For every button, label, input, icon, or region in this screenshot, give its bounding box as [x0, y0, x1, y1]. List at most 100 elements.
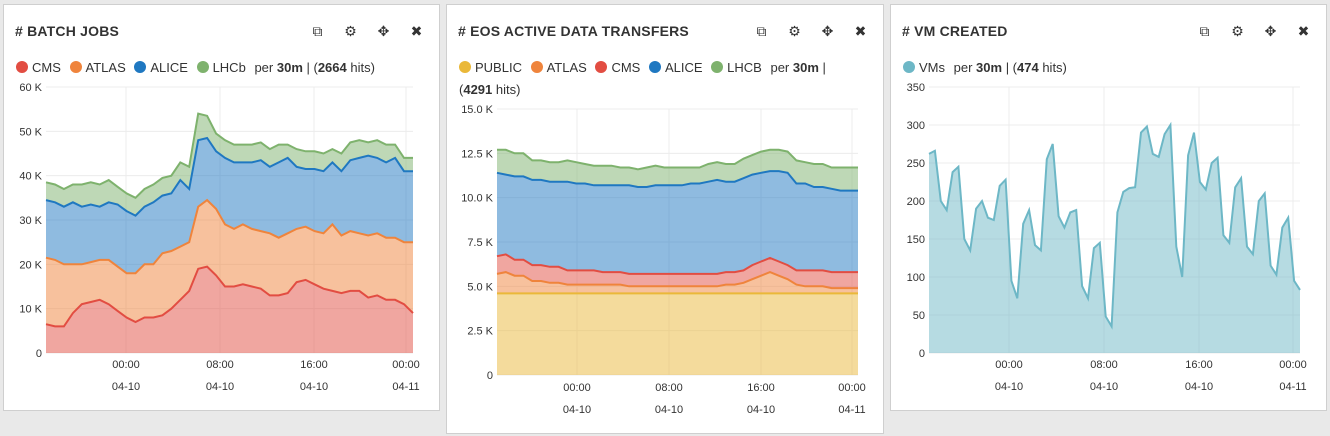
x-tick-time: 08:00 [655, 382, 683, 394]
x-tick-date: 04-10 [206, 381, 234, 393]
vm-created-panel: # VM CREATED ⧉ ⚙ ✥ ✖ VMs per 30m | (474 … [890, 4, 1327, 411]
legend-dot [16, 61, 28, 73]
move-icon[interactable]: ✥ [1264, 23, 1277, 39]
legend-item-atlas[interactable]: ATLAS [69, 57, 126, 79]
x-tick-time: 00:00 [112, 359, 140, 371]
x-tick-date: 04-10 [112, 381, 140, 393]
x-tick-date: 04-10 [1185, 381, 1213, 393]
copy-icon[interactable]: ⧉ [312, 23, 323, 39]
x-tick-time: 00:00 [392, 359, 420, 371]
series-area-atlas [497, 272, 858, 294]
y-tick-label: 0 [919, 348, 925, 360]
y-tick-label: 150 [907, 234, 925, 246]
series-line-lhcb [45, 112, 413, 200]
series-line-lhcb [497, 148, 858, 171]
panel-title: # BATCH JOBS [15, 23, 120, 39]
y-tick-label: 20 K [19, 259, 42, 271]
series-line-atlas [496, 271, 858, 290]
interval-info: per 30m | (4291 hits) [459, 60, 826, 97]
batch-jobs-chart: 0 10 K 20 K 30 K 40 K 50 K 60 K 00:00 04-10 08:00… [19, 82, 420, 393]
legend-item-atlas[interactable]: ATLAS [530, 57, 587, 79]
chart-legend: PUBLIC ATLAS CMS ALICE LHCB per 30m | (42… [459, 57, 863, 101]
series-area-lhcb [46, 113, 413, 216]
series-area-cms [497, 254, 858, 289]
gear-icon[interactable]: ⚙ [788, 23, 801, 39]
legend-item-cms[interactable]: CMS [16, 57, 61, 79]
gear-icon[interactable]: ⚙ [1231, 23, 1244, 39]
legend-dot [530, 61, 543, 73]
x-tick-time: 00:00 [838, 382, 866, 394]
y-tick-label: 12.5 K [461, 148, 493, 160]
x-tick-time: 00:00 [1279, 359, 1307, 371]
series-area-lhcb [497, 149, 858, 191]
interval-info: per 30m | (474 hits) [953, 60, 1067, 75]
move-icon[interactable]: ✥ [377, 23, 390, 39]
move-icon[interactable]: ✥ [821, 23, 834, 39]
legend-dot [903, 61, 915, 73]
legend-dot [595, 61, 608, 73]
legend-item-public[interactable]: PUBLIC [459, 57, 522, 79]
y-tick-label: 100 [907, 272, 925, 284]
series-line-atlas [45, 198, 413, 275]
x-tick-time: 00:00 [995, 359, 1023, 371]
x-tick-time: 16:00 [300, 359, 328, 371]
y-tick-label: 30 K [19, 215, 42, 227]
x-tick-date: 04-10 [1090, 381, 1118, 393]
legend-item-alice[interactable]: ALICE [648, 57, 703, 79]
vm-created-chart: 0 50 100 150 200 250 300 350 00:00 04-10 08:00 04-1… [907, 82, 1307, 393]
series-area-alice [46, 138, 413, 274]
eos-transfers-chart: 0 2.5 K 5.0 K 7.5 K 10.0 K 12.5 K 15.0 K 00:00 0… [461, 104, 866, 416]
legend-dot [69, 61, 82, 73]
x-tick-date: 04-10 [300, 381, 328, 393]
y-tick-label: 0 [36, 348, 42, 360]
close-icon[interactable]: ✖ [854, 23, 867, 39]
interval-info: per 30m | (2664 hits) [254, 60, 375, 75]
y-tick-label: 40 K [19, 171, 42, 183]
y-tick-label: 10.0 K [461, 193, 493, 205]
legend-item-lhcb[interactable]: LHCb [196, 57, 246, 79]
x-tick-date: 04-10 [563, 404, 591, 416]
batch-jobs-panel: # BATCH JOBS ⧉ ⚙ ✥ ✖ CMS ATLAS ALICE LHC… [3, 4, 440, 411]
x-tick-time: 00:00 [563, 382, 591, 394]
y-tick-label: 10 K [19, 304, 42, 316]
close-icon[interactable]: ✖ [1297, 23, 1310, 39]
chart-legend: CMS ATLAS ALICE LHCb per 30m | (2664 hit… [16, 57, 375, 79]
gear-icon[interactable]: ⚙ [344, 23, 357, 39]
legend-item-vms[interactable]: VMs [903, 57, 945, 79]
x-tick-date: 04-11 [392, 381, 419, 393]
series-area-vms [929, 125, 1300, 353]
x-tick-date: 04-11 [1279, 381, 1306, 393]
chart-legend: VMs per 30m | (474 hits) [903, 57, 1067, 79]
panel-toolbar: ⧉ ⚙ ✥ ✖ [301, 22, 433, 40]
legend-dot [648, 61, 661, 73]
y-tick-label: 50 [913, 310, 925, 322]
series-line-vms [928, 121, 1301, 330]
legend-item-lhcb[interactable]: LHCB [711, 57, 762, 79]
y-tick-label: 250 [907, 158, 925, 170]
x-tick-date: 04-10 [995, 381, 1023, 393]
legend-dot [711, 61, 724, 73]
legend-dot [134, 61, 147, 73]
copy-icon[interactable]: ⧉ [1199, 23, 1210, 39]
y-tick-label: 15.0 K [461, 104, 493, 116]
x-tick-date: 04-10 [655, 404, 683, 416]
series-area-atlas [46, 200, 413, 327]
x-tick-time: 08:00 [1090, 359, 1118, 371]
legend-item-alice[interactable]: ALICE [134, 57, 188, 79]
y-tick-label: 0 [487, 370, 493, 382]
y-tick-label: 350 [907, 82, 925, 94]
y-tick-label: 5.0 K [467, 281, 493, 293]
x-tick-time: 16:00 [747, 382, 775, 394]
x-tick-date: 04-11 [838, 404, 865, 416]
y-tick-label: 50 K [19, 126, 42, 138]
series-area-public [497, 293, 858, 375]
copy-icon[interactable]: ⧉ [756, 23, 767, 39]
series-line-alice [496, 170, 858, 192]
series-line-cms [45, 265, 414, 328]
y-tick-label: 200 [907, 196, 925, 208]
legend-item-cms[interactable]: CMS [595, 57, 640, 79]
y-tick-label: 2.5 K [467, 326, 493, 338]
series-line-alice [45, 136, 413, 217]
y-tick-label: 7.5 K [467, 237, 493, 249]
close-icon[interactable]: ✖ [410, 23, 423, 39]
